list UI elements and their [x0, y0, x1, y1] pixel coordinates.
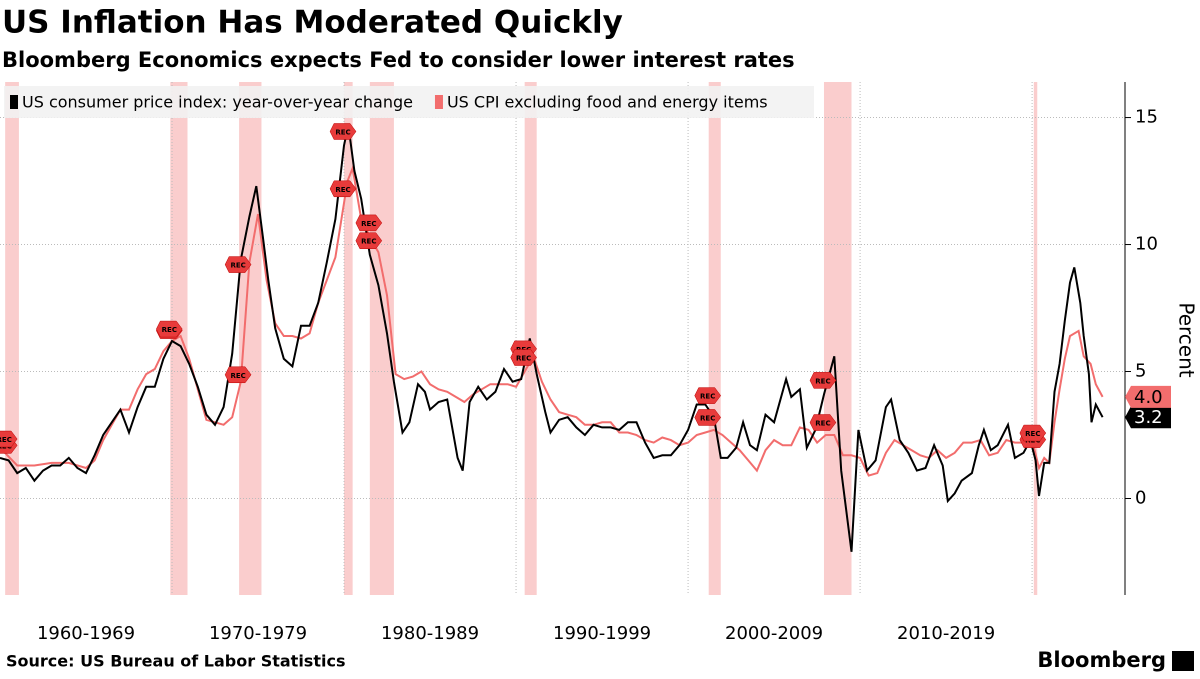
recession-band [344, 82, 353, 595]
recession-marker-label: REC [230, 262, 245, 270]
legend-label: US CPI excluding food and energy items [447, 93, 768, 112]
recession-marker: REC [694, 409, 722, 426]
recession-marker-shape [694, 409, 722, 426]
recession-marker: REC [1019, 424, 1047, 442]
x-tick-label: 1960-1969 [37, 623, 135, 644]
legend: US consumer price index: year-over-year … [4, 86, 814, 118]
recession-band [1033, 82, 1038, 595]
brand: Bloomberg [1037, 648, 1166, 672]
x-tick-label: 2010-2019 [897, 623, 995, 644]
recession-marker-shape [224, 366, 252, 384]
brand-icon [1172, 651, 1194, 671]
recession-marker-label: REC [1025, 430, 1040, 438]
recession-marker-shape [694, 387, 722, 404]
recession-marker: REC [224, 256, 252, 273]
recession-marker-shape [1019, 424, 1047, 442]
recession-marker: REC [329, 180, 357, 198]
recession-marker-label: REC [0, 436, 12, 444]
recession-marker-shape [156, 320, 183, 338]
recession-marker-label: REC [516, 355, 531, 363]
recession-marker-shape [355, 232, 383, 249]
y-tick-label: 10 [1135, 234, 1158, 255]
recession-marker-label: REC [815, 377, 830, 385]
recession-marker: REC [510, 349, 537, 366]
recession-marker: REC [355, 214, 383, 232]
recession-marker: REC [156, 320, 183, 338]
recession-marker: REC [809, 414, 837, 431]
legend-swatch [10, 95, 18, 109]
x-tick-label: 1990-1999 [553, 623, 651, 644]
y-tick-label: 0 [1135, 487, 1146, 508]
x-tick-label: 2000-2009 [725, 623, 823, 644]
recession-marker-shape [224, 256, 252, 273]
recession-marker: REC [224, 366, 252, 384]
recession-marker-label: REC [361, 238, 376, 246]
recession-marker: REC [329, 123, 357, 140]
y-axis-label: Percent [1175, 302, 1199, 377]
recession-marker: REC [809, 372, 837, 389]
recession-marker: REC [355, 232, 383, 249]
end-label: 4.0 [1134, 387, 1163, 408]
recession-marker-label: REC [361, 220, 376, 228]
recession-marker-label: REC [335, 186, 350, 194]
recession-marker-label: REC [700, 393, 715, 401]
recession-marker-shape [809, 372, 837, 389]
legend-bg [4, 86, 814, 118]
legend-label: US consumer price index: year-over-year … [22, 93, 413, 112]
recession-marker-shape [0, 430, 18, 448]
x-tick-label: 1970-1979 [209, 623, 307, 644]
recession-band [239, 82, 262, 595]
recession-marker-shape [329, 180, 357, 198]
end-label: 3.2 [1134, 407, 1163, 428]
x-tick-label: 1980-1989 [381, 623, 479, 644]
series-line [0, 164, 1104, 477]
recession-marker-shape [355, 214, 383, 232]
plot-area: 0 5 10 15 1960-1969 1970-1979 1980-1989 1990-19… [0, 82, 1171, 644]
recession-marker-label: REC [700, 414, 715, 422]
recession-marker-shape [809, 414, 837, 431]
end-label-box [1125, 406, 1171, 429]
recession-marker: REC [0, 430, 18, 448]
recession-marker-label: REC [335, 128, 350, 136]
recession-marker: REC [694, 387, 722, 404]
recession-marker-label: REC [815, 420, 830, 428]
y-tick-label: 5 [1135, 361, 1146, 382]
recession-marker-shape [329, 123, 357, 140]
legend-swatch [434, 95, 443, 109]
recession-band [369, 82, 394, 595]
recession-band [708, 82, 721, 595]
recession-marker-shape [510, 349, 537, 366]
series-line [0, 124, 1104, 552]
source: Source: US Bureau of Labor Statistics [6, 652, 345, 671]
end-label-box [1125, 385, 1171, 408]
recession-marker-label: REC [162, 326, 177, 334]
recession-marker-label: REC [230, 372, 245, 380]
chart-title: US Inflation Has Moderated Quickly [2, 5, 623, 41]
chart-subtitle: Bloomberg Economics expects Fed to consi… [2, 48, 795, 72]
recession-band [5, 82, 19, 595]
recession-band [170, 82, 188, 595]
y-tick-label: 15 [1135, 107, 1158, 128]
